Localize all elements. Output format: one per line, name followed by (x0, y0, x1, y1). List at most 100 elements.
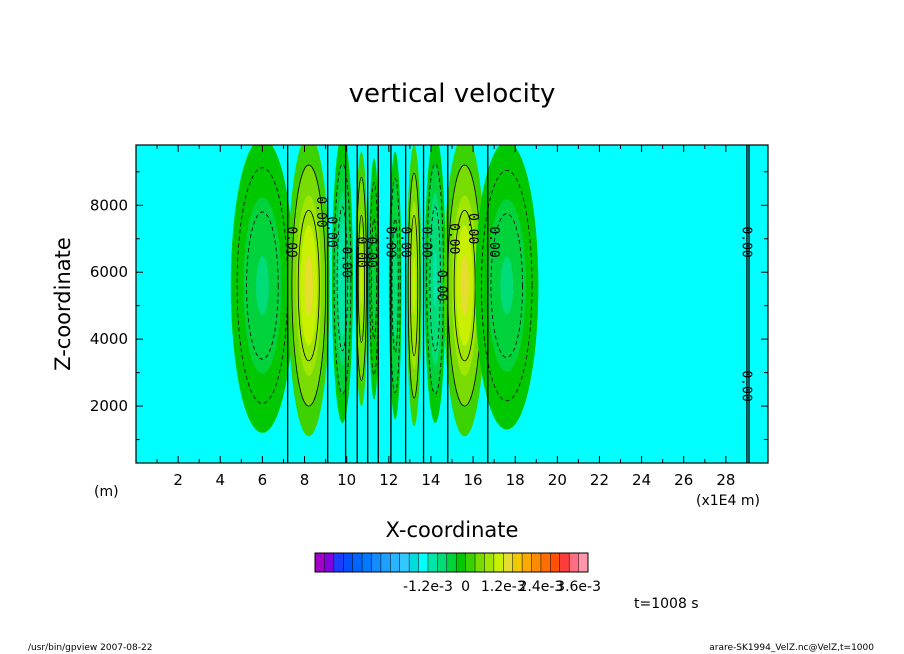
colorbar-swatch (522, 553, 532, 572)
y-tick-label: 2000 (90, 397, 128, 415)
colorbar-tick-label: -1.2e-3 (403, 579, 453, 595)
contour-line (407, 172, 421, 399)
contour-line (246, 211, 279, 360)
colorbar-swatch (484, 553, 495, 572)
contour-line (357, 214, 365, 343)
contour-label: 0.00 (284, 226, 299, 257)
velocity-cell (368, 158, 380, 400)
contour-line (453, 209, 476, 362)
contour-label: 0.00 (446, 223, 461, 254)
colorbar-swatch (475, 553, 485, 572)
contour-line (336, 206, 349, 352)
velocity-cell (388, 151, 402, 420)
colorbar-swatch (446, 553, 457, 572)
contour-label: 0.00 (324, 216, 339, 247)
colorbar-swatch (569, 553, 579, 572)
colorbar-swatch (503, 553, 513, 572)
velocity-band (256, 256, 269, 316)
colorbar (315, 553, 589, 572)
contour-label: 0.00 (739, 226, 754, 257)
velocity-cell (331, 145, 353, 423)
colorbar-tick-label: 2.4e-3 (519, 579, 564, 595)
velocity-cell (475, 145, 539, 430)
x-tick-label: 18 (506, 471, 525, 489)
colorbar-swatch (418, 553, 429, 572)
contour-line (297, 209, 320, 362)
contour-line (391, 218, 399, 353)
velocity-band (304, 255, 313, 316)
contour-line (371, 218, 378, 340)
y-axis-label: Z-coordinate (51, 237, 75, 371)
contour-line (426, 163, 444, 395)
colorbar-swatch (531, 553, 542, 572)
velocity-band (500, 256, 514, 315)
contour-line (429, 206, 441, 352)
contour-label: 0.00 (465, 213, 480, 244)
contour-label: 0.00 (433, 270, 448, 301)
colorbar-frame (314, 552, 589, 573)
velocity-cell (424, 145, 446, 423)
colorbar-swatch (540, 553, 551, 572)
velocity-band (360, 253, 363, 305)
x-axis-label: X-coordinate (386, 518, 519, 542)
velocity-cell (355, 151, 368, 407)
velocity-band (340, 250, 345, 308)
contour-line (355, 176, 367, 382)
x-tick-label: 2 (173, 471, 183, 489)
x-tick-label: 14 (421, 471, 440, 489)
y-tick-label: 6000 (90, 263, 128, 281)
velocity-cell (287, 145, 330, 437)
colorbar-swatch (352, 553, 363, 572)
colorbar-swatch (465, 553, 476, 572)
contour-label: 0.00 (364, 236, 379, 267)
velocity-band (373, 254, 376, 303)
contour-label: 0.00 (486, 226, 501, 257)
colorbar-swatch (512, 553, 523, 572)
x-tick-label: 6 (258, 471, 268, 489)
time-label: t=1008 s (634, 596, 699, 612)
contour-line (291, 164, 327, 407)
contour-label: 0.00 (338, 247, 353, 278)
colorbar-swatch (362, 553, 372, 572)
x-tick-label: 10 (337, 471, 356, 489)
contour-label: 0.00 (397, 226, 412, 257)
colorbar-swatch (427, 553, 438, 572)
contour-label: 0.00 (419, 226, 434, 257)
contour-label: 0.00 (383, 226, 398, 257)
contour-line (389, 178, 401, 394)
x-tick-label: 4 (215, 471, 225, 489)
colorbar-tick-label: 1.2e-3 (481, 579, 526, 595)
contour-line (409, 214, 419, 357)
colorbar-swatch (380, 553, 391, 572)
footer-left: /usr/bin/gpview 2007-08-22 (28, 643, 152, 653)
velocity-band (412, 257, 416, 314)
velocity-cell (406, 145, 422, 427)
colorbar-swatch (456, 553, 466, 572)
colorbar-swatch (324, 553, 335, 572)
velocity-band (460, 255, 469, 316)
x-tick-label: 24 (632, 471, 651, 489)
contour-line (333, 163, 352, 395)
colorbar-swatch (399, 553, 410, 572)
colorbar-tick-label: 0 (461, 579, 470, 595)
footer-right: arare-SK1994_VelZ.nc@VelZ,t=1000 (709, 643, 874, 653)
x-tick-label: 8 (300, 471, 310, 489)
contour-line (490, 213, 523, 358)
y-tick-label: 8000 (90, 196, 128, 214)
x-tick-label: 22 (590, 471, 609, 489)
colorbar-swatch (550, 553, 561, 572)
colorbar-tick-label: 3.6e-3 (556, 579, 601, 595)
velocity-band (393, 258, 397, 313)
x-tick-label: 28 (716, 471, 735, 489)
velocity-cell (443, 145, 486, 437)
contour-label: 0.00 (313, 196, 328, 227)
velocity-cell (230, 145, 294, 433)
colorbar-swatch (333, 553, 344, 572)
colorbar-swatch (493, 553, 504, 572)
x-scale-note: (x1E4 m) (696, 493, 760, 509)
contour-label: 0.00 (739, 370, 754, 401)
colorbar-swatch (390, 553, 401, 572)
colorbar-swatch (343, 553, 353, 572)
x-tick-label: 26 (674, 471, 693, 489)
